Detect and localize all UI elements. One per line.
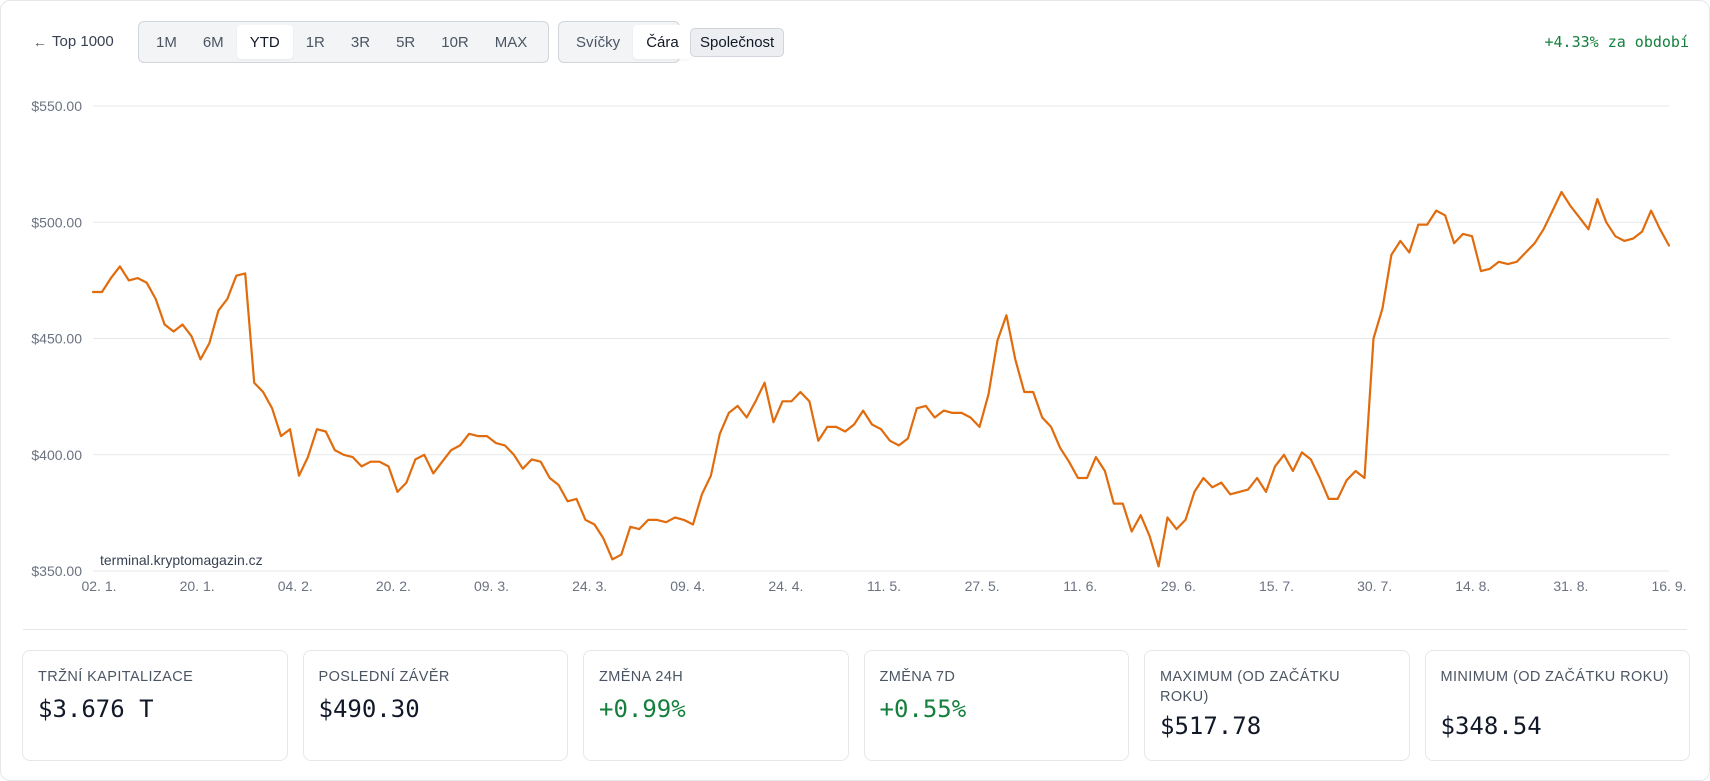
range-button-1r[interactable]: 1R xyxy=(305,33,325,51)
stat-label: Změna 24H xyxy=(599,669,684,685)
section-divider xyxy=(23,629,1687,630)
x-tick-label: 09. 4. xyxy=(670,578,705,594)
x-tick-label: 20. 1. xyxy=(180,578,215,594)
y-tick-label: $400.00 xyxy=(31,447,82,463)
grid-lines xyxy=(93,105,1669,572)
range-button-3r[interactable]: 3R xyxy=(350,33,371,51)
range-button-5r[interactable]: 5R xyxy=(396,33,416,51)
x-tick-label: 29. 6. xyxy=(1161,578,1196,594)
range-selector: 1M 6M YTD 1R 3R 5R 10R MAX xyxy=(138,21,549,63)
x-tick-label: 30. 7. xyxy=(1357,578,1392,594)
x-tick-label: 16. 9. xyxy=(1651,578,1686,594)
y-axis-ticks: $350.00 $400.00 $450.00 $500.00 $550.00 xyxy=(31,98,82,579)
stat-value: $517.78 xyxy=(1160,712,1262,740)
chart-type-candles-button[interactable]: Svíčky xyxy=(576,33,621,51)
stat-card-market-cap: Tržní kapitalizace $3.676 T xyxy=(22,650,288,761)
stat-value: $348.54 xyxy=(1440,712,1542,740)
range-button-10r[interactable]: 10R xyxy=(441,33,469,51)
period-change-text: +4.33% za období xyxy=(1544,33,1690,51)
price-chart: $350.00 $400.00 $450.00 $500.00 $550.00 02. … xyxy=(1,81,1710,601)
stat-card-ytd-maximum: Maximum (od začátku roku) $517.78 xyxy=(1144,650,1410,761)
stat-label: Maximum (od začátku roku) xyxy=(1160,669,1340,705)
x-tick-label: 11. 6. xyxy=(1063,578,1097,594)
x-tick-label: 27. 5. xyxy=(965,578,1000,594)
y-tick-label: $550.00 xyxy=(31,98,82,114)
stat-card-ytd-minimum: Minimum (od začátku roku) $348.54 xyxy=(1424,650,1690,761)
x-tick-label: 04. 2. xyxy=(278,578,313,594)
back-link-label: Top 1000 xyxy=(52,33,114,50)
range-button-ytd[interactable]: YTD xyxy=(236,25,293,59)
stat-label: Změna 7D xyxy=(879,669,956,685)
range-button-1m[interactable]: 1M xyxy=(156,33,177,51)
x-tick-label: 02. 1. xyxy=(81,578,116,594)
stat-label: Tržní kapitalizace xyxy=(38,669,194,685)
price-chart-svg: $350.00 $400.00 $450.00 $500.00 $550.00 02. … xyxy=(31,98,1686,594)
x-tick-label: 14. 8. xyxy=(1455,578,1490,594)
stat-value: $490.30 xyxy=(318,695,420,723)
x-tick-label: 15. 7. xyxy=(1259,578,1294,594)
stats-row: Tržní kapitalizace $3.676 T Poslední záv… xyxy=(22,650,1690,761)
y-tick-label: $350.00 xyxy=(31,563,82,579)
price-line-series xyxy=(91,190,1671,568)
stat-label: Minimum (od začátku roku) xyxy=(1440,669,1669,685)
stat-value: +0.55% xyxy=(879,695,967,723)
x-tick-label: 11. 5. xyxy=(867,578,901,594)
stat-value: +0.99% xyxy=(599,695,686,723)
x-axis-ticks: 02. 1. 20. 1. 04. 2. 20. 2. 09. 3. 24. 3. 09. … xyxy=(81,578,1686,594)
chart-type-line-button[interactable]: Čára xyxy=(633,25,692,59)
company-button[interactable]: Společnost xyxy=(690,28,785,57)
x-tick-label: 24. 3. xyxy=(572,578,607,594)
back-to-top-1000-link[interactable]: ← Top 1000 xyxy=(33,33,114,50)
stat-card-last-close: Poslední závěr $490.30 xyxy=(302,650,568,761)
chart-type-selector: Svíčky Čára xyxy=(558,21,692,63)
range-button-6m[interactable]: 6M xyxy=(202,33,224,51)
x-tick-label: 20. 2. xyxy=(376,578,411,594)
stat-card-change-7d: Změna 7D +0.55% xyxy=(863,650,1129,761)
y-tick-label: $450.00 xyxy=(31,331,82,347)
range-button-max[interactable]: MAX xyxy=(494,33,528,51)
x-tick-label: 31. 8. xyxy=(1553,578,1588,594)
x-tick-label: 24. 4. xyxy=(768,578,803,594)
stat-card-change-24h: Změna 24H +0.99% xyxy=(583,650,849,761)
stat-value: $3.676 T xyxy=(38,695,154,723)
watermark-text: terminal.kryptomagazin.cz xyxy=(100,552,263,568)
arrow-left-icon: ← xyxy=(33,33,47,50)
y-tick-label: $500.00 xyxy=(31,214,82,230)
stat-label: Poslední závěr xyxy=(318,669,450,685)
chart-toolbar: ← Top 1000 1M 6M YTD 1R 3R 5R 10R MAX Sv… xyxy=(23,21,1690,65)
x-tick-label: 09. 3. xyxy=(474,578,509,594)
